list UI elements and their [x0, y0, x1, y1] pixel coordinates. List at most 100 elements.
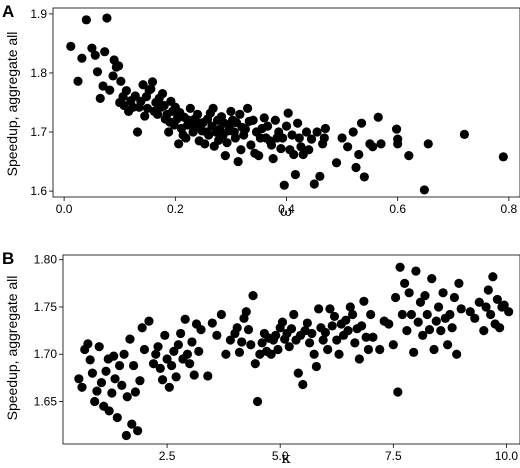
- panel-b-data-point: [311, 361, 321, 372]
- panel-b-data-point: [304, 338, 315, 348]
- panel-b-data-point: [422, 309, 432, 320]
- panel-a-data-point: [81, 15, 91, 25]
- panel-b-data-point: [114, 360, 125, 371]
- panel-b-data-point: [415, 297, 426, 307]
- panel-b-data-point: [485, 309, 496, 320]
- panel-b-data-point: [135, 376, 145, 386]
- panel-b-data-point: [266, 349, 276, 359]
- panel-b-axis-ticks: 2.5 5.0 7.5 10.0 1.65 1.70 1.75 1.80: [34, 253, 519, 463]
- panel-a-data-point: [220, 151, 230, 161]
- panel-b-y-tick-label: 1.65: [34, 394, 58, 408]
- panel-b-data-point: [474, 297, 484, 307]
- panel-a-data-point: [278, 133, 288, 143]
- panel-a-data-point: [233, 156, 243, 167]
- panel-b-data-point: [133, 426, 143, 436]
- panel-b-y-axis-label: Speedup, aggregate all: [4, 276, 20, 421]
- panel-b-label: B: [2, 249, 14, 268]
- panel-b-data-point: [332, 335, 342, 345]
- panel-b-data-point: [343, 326, 353, 336]
- panel-b-data-point: [366, 309, 376, 320]
- panel-b-data-point: [341, 315, 351, 325]
- panel-b-data-point: [77, 382, 87, 392]
- panel-b-data-point: [395, 262, 405, 272]
- panel-a-data-point: [290, 169, 300, 180]
- panel-a-data-point: [105, 85, 115, 95]
- panel-a-axis-ticks: 0.0 0.2 0.4 0.6 0.8 1.6 1.7 1.8 1.9: [30, 7, 517, 216]
- panel-b-data-point: [166, 360, 177, 371]
- panel-b-data-point: [325, 304, 335, 314]
- panel-b-data-point: [384, 319, 394, 329]
- panel-a-data-point: [373, 112, 383, 122]
- panel-a-x-tick-label: 0.2: [167, 202, 184, 216]
- panel-b-data-point: [171, 372, 181, 382]
- panel-a-data-point: [343, 142, 353, 152]
- panel-a-data-point: [116, 76, 126, 86]
- panel-b-data-point: [83, 339, 93, 349]
- panel-b-data-point: [334, 349, 344, 359]
- panel-a-data-point: [289, 149, 299, 160]
- panel-b-y-tick-label: 1.80: [34, 253, 58, 267]
- panel-b-data-point: [404, 288, 414, 298]
- panel-b-data-point: [488, 272, 498, 282]
- panel-b-data-point: [452, 349, 462, 359]
- panel-b-data-point: [182, 349, 193, 359]
- panel-a-data-point: [354, 149, 364, 160]
- panel-a-data-point: [262, 121, 273, 131]
- panel-a-label: A: [2, 2, 14, 21]
- panel-b-data-point: [470, 313, 480, 323]
- panel-b-data-point: [375, 344, 385, 355]
- panel-b-data-point: [427, 274, 437, 284]
- panel-a-data-point: [87, 43, 97, 53]
- panel-a-data-point: [296, 142, 306, 152]
- panel-b-data-point: [148, 359, 159, 369]
- panel-b-data-point: [298, 379, 308, 390]
- panel-b-data-point: [293, 368, 303, 378]
- panel-b-data-point: [92, 386, 102, 396]
- panel-b-x-axis-label: κ: [281, 449, 291, 467]
- panel-b-data-point: [252, 396, 263, 407]
- panel-b-data-point: [429, 344, 439, 355]
- panel-a-y-tick-label: 1.7: [30, 125, 47, 139]
- panel-b-data-point: [176, 328, 186, 339]
- panel-a-data-point: [114, 61, 124, 71]
- panel-b-plot-frame: [62, 254, 520, 445]
- panel-a-data-point: [185, 103, 195, 114]
- panel-b-data-point: [164, 382, 174, 392]
- panel-b-data-point: [94, 342, 104, 352]
- panel-b-data-point: [212, 330, 222, 340]
- panel-a-data-point: [279, 180, 289, 190]
- panel-b-data-point: [160, 330, 170, 340]
- panel-b-data-point: [431, 316, 441, 326]
- panel-a-data-point: [157, 89, 168, 99]
- panel-b-data-point: [368, 332, 378, 342]
- panel-b-data-point: [96, 377, 107, 388]
- panel-a-data-point: [419, 185, 429, 195]
- panel-b-data-point: [347, 309, 358, 320]
- panel-a-data-point: [331, 158, 342, 168]
- panel-a-data-point: [498, 152, 508, 162]
- panel-a-x-tick-label: 0.6: [389, 202, 406, 216]
- panel-b-data-point: [180, 314, 190, 324]
- panel-b-data-point: [320, 327, 331, 338]
- panel-a-data-point: [268, 154, 278, 164]
- panel-b-data-point: [359, 296, 369, 306]
- panel-a-data-point: [306, 134, 317, 144]
- panel-b-data-point: [329, 311, 340, 322]
- panel-b-data-point: [424, 325, 435, 335]
- panel-b-data-point: [302, 318, 312, 328]
- panel-b-data-point: [110, 374, 120, 384]
- panel-a-points: [66, 13, 508, 195]
- panel-b-data-point: [257, 338, 267, 348]
- panel-b-data-point: [241, 307, 251, 317]
- panel-b-data-point: [449, 292, 459, 303]
- panel-a-data-point: [208, 103, 218, 114]
- panel-a-data-point: [90, 50, 100, 60]
- panel-b-data-point: [284, 342, 294, 352]
- panel-b-data-point: [127, 419, 137, 429]
- panel-b-data-point: [246, 340, 256, 350]
- panel-a-data-point: [236, 145, 246, 155]
- panel-b-data-point: [289, 309, 299, 320]
- panel-b-data-point: [196, 325, 206, 335]
- panel-b-data-point: [107, 388, 117, 398]
